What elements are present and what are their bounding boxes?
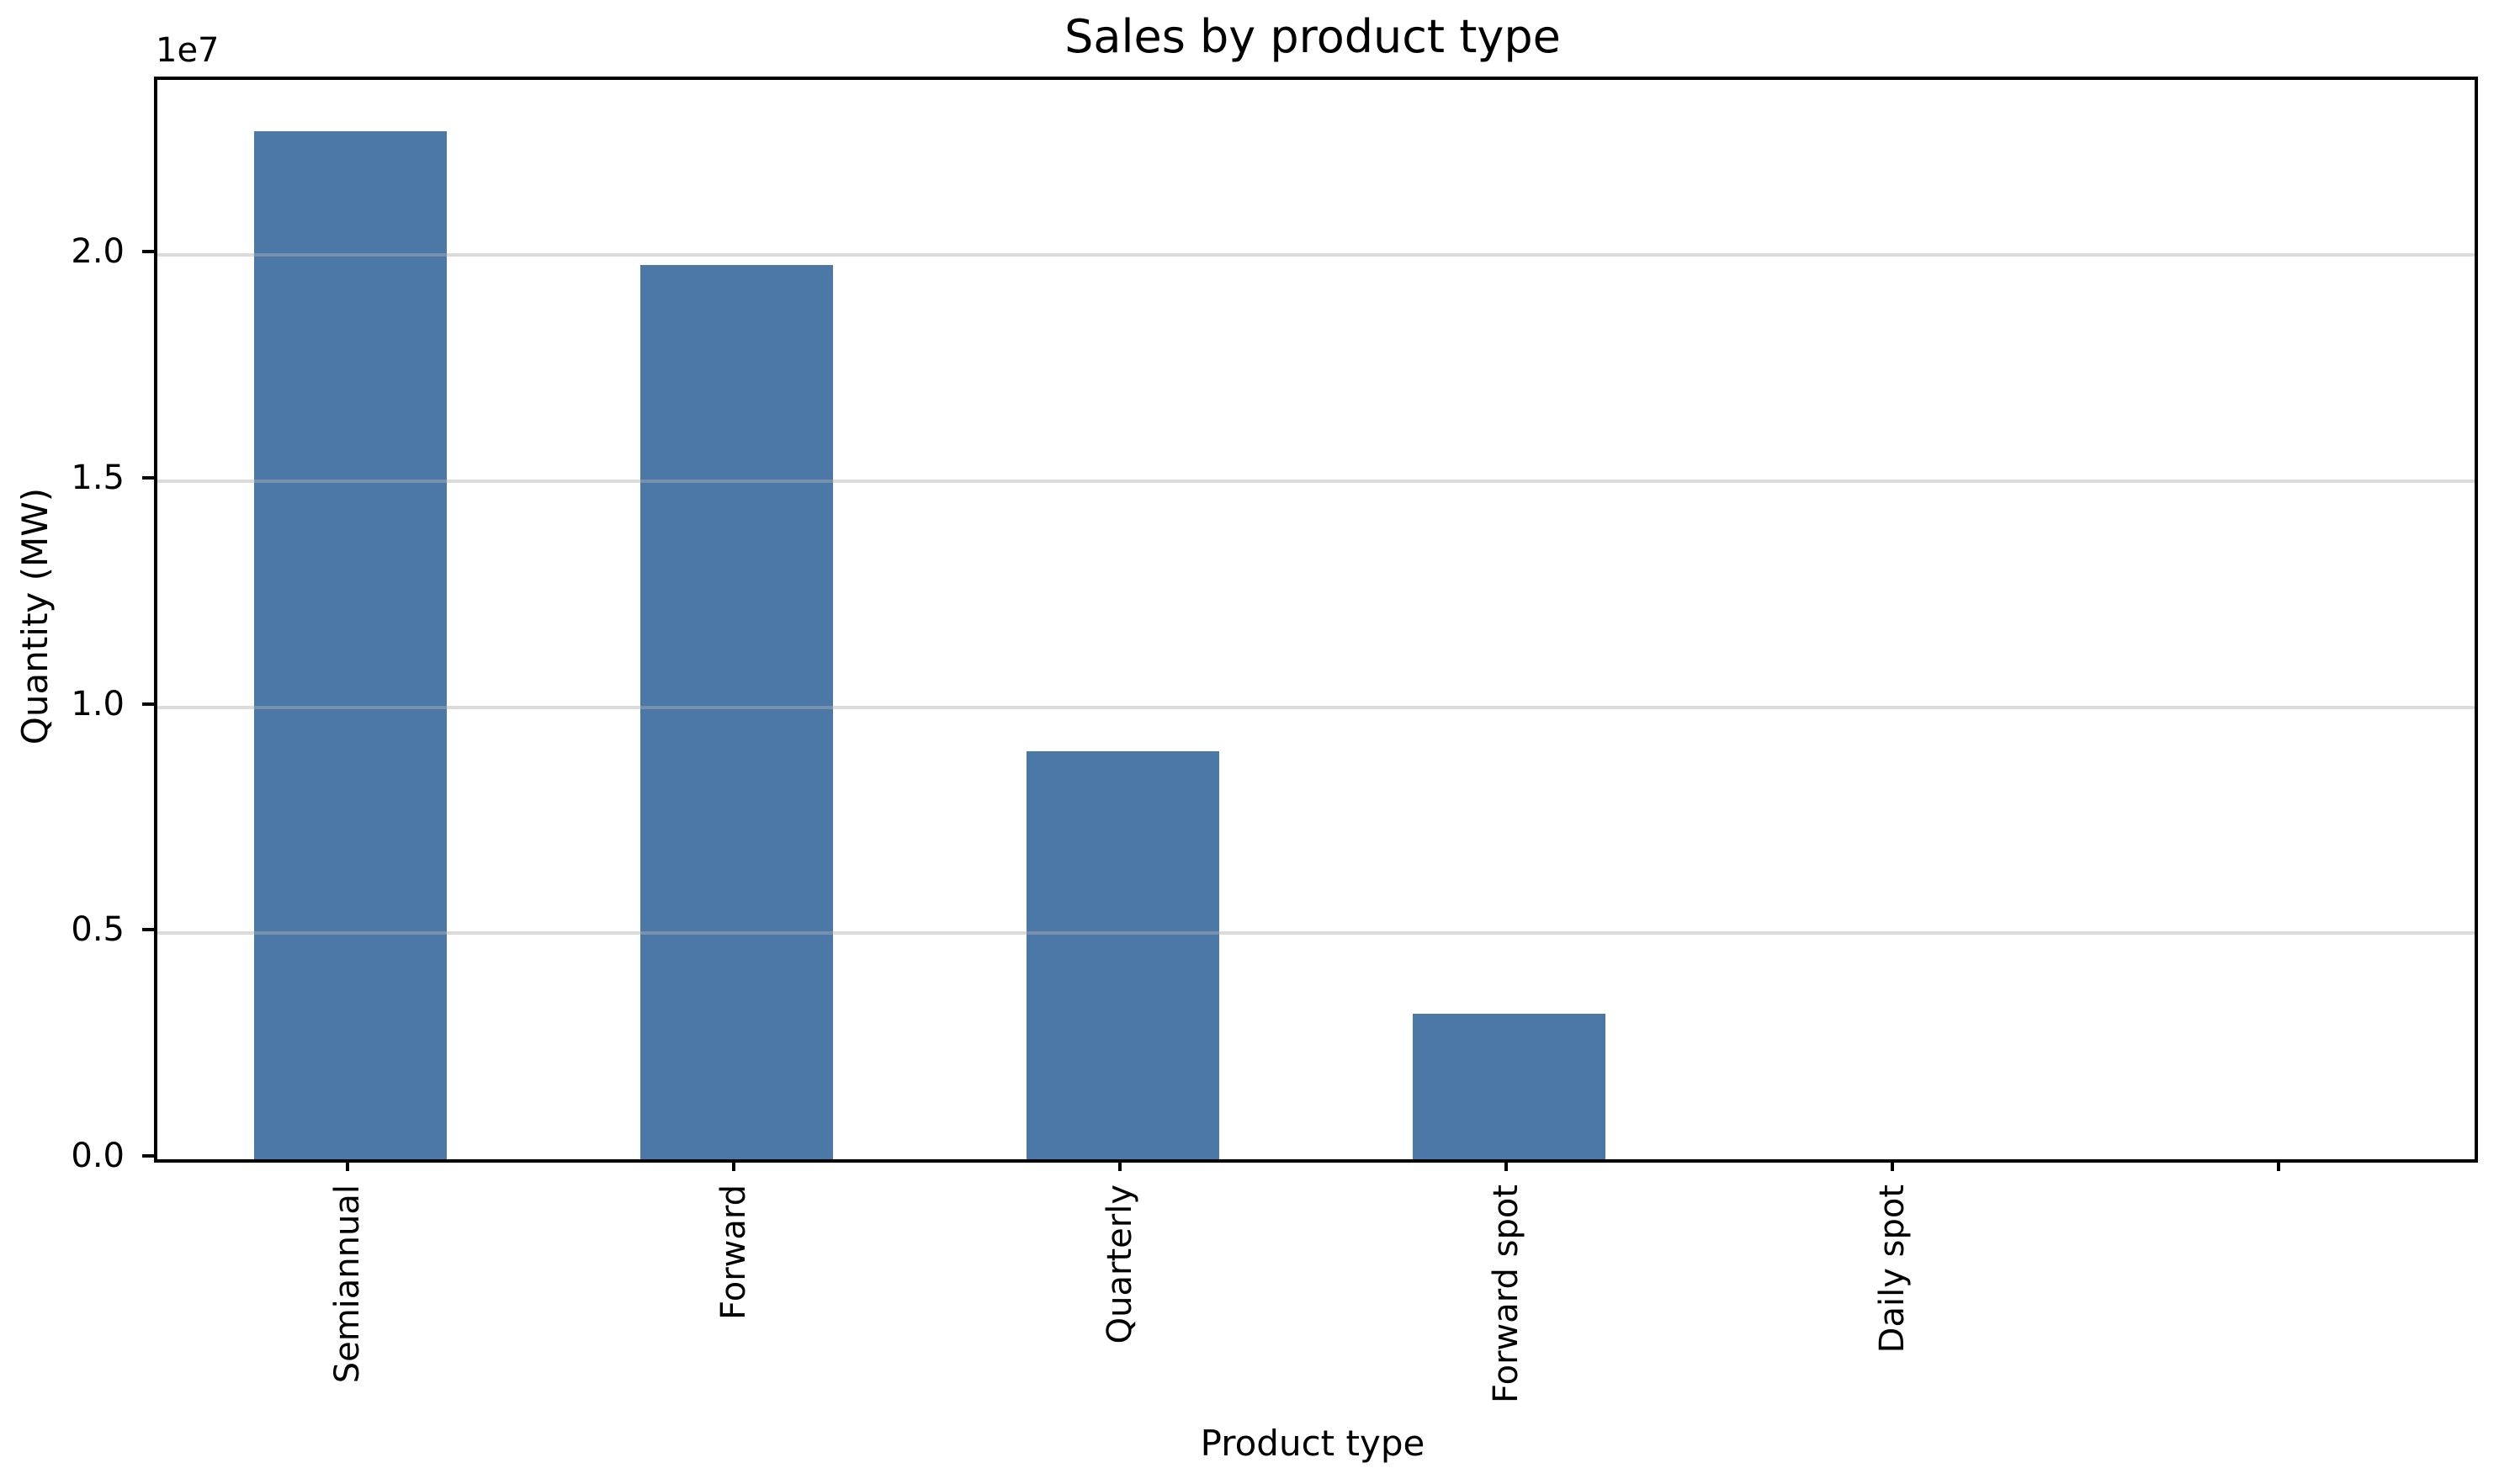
chart-title: Sales by product type	[1064, 10, 1561, 63]
plot-area	[154, 77, 2478, 1163]
x-tick-label	[2260, 1185, 2297, 1454]
y-tick-label: 1.5	[71, 458, 125, 498]
gridline	[157, 705, 2475, 709]
y-tick-label: 0.5	[71, 910, 125, 950]
x-tick-mark	[1504, 1159, 1508, 1171]
bar-forward-spot	[1412, 1014, 1606, 1159]
plot-inner	[157, 80, 2475, 1159]
x-tick-label: Quarterly	[1100, 1185, 1139, 1344]
x-tick-label: Semiannual	[327, 1185, 367, 1384]
y-tick-label: 1.0	[71, 684, 125, 723]
x-tick-mark	[1117, 1159, 1122, 1171]
x-axis-label: Product type	[1200, 1423, 1425, 1464]
y-tick-label: 2.0	[71, 232, 125, 272]
x-tick-label: Forward	[714, 1185, 753, 1320]
y-tick-mark	[142, 928, 154, 932]
x-tick-mark	[345, 1159, 349, 1171]
x-tick-mark	[731, 1159, 735, 1171]
y-axis-offset-label: 1e7	[156, 31, 220, 70]
y-tick-label: 0.0	[71, 1137, 125, 1175]
gridline	[157, 931, 2475, 935]
bar-forward	[639, 265, 834, 1159]
x-tick-mark	[2276, 1159, 2280, 1171]
x-tick-mark	[1890, 1159, 1894, 1171]
gridline	[157, 253, 2475, 257]
x-tick-label: Forward spot	[1486, 1185, 1525, 1403]
y-tick-mark	[142, 476, 154, 480]
y-tick-mark	[142, 1154, 154, 1158]
y-tick-mark	[142, 250, 154, 254]
x-tick-label: Daily spot	[1872, 1185, 1912, 1354]
bar-semiannual	[253, 131, 448, 1159]
gridline	[157, 480, 2475, 484]
y-tick-mark	[142, 702, 154, 706]
bar-quarterly	[1026, 751, 1220, 1159]
